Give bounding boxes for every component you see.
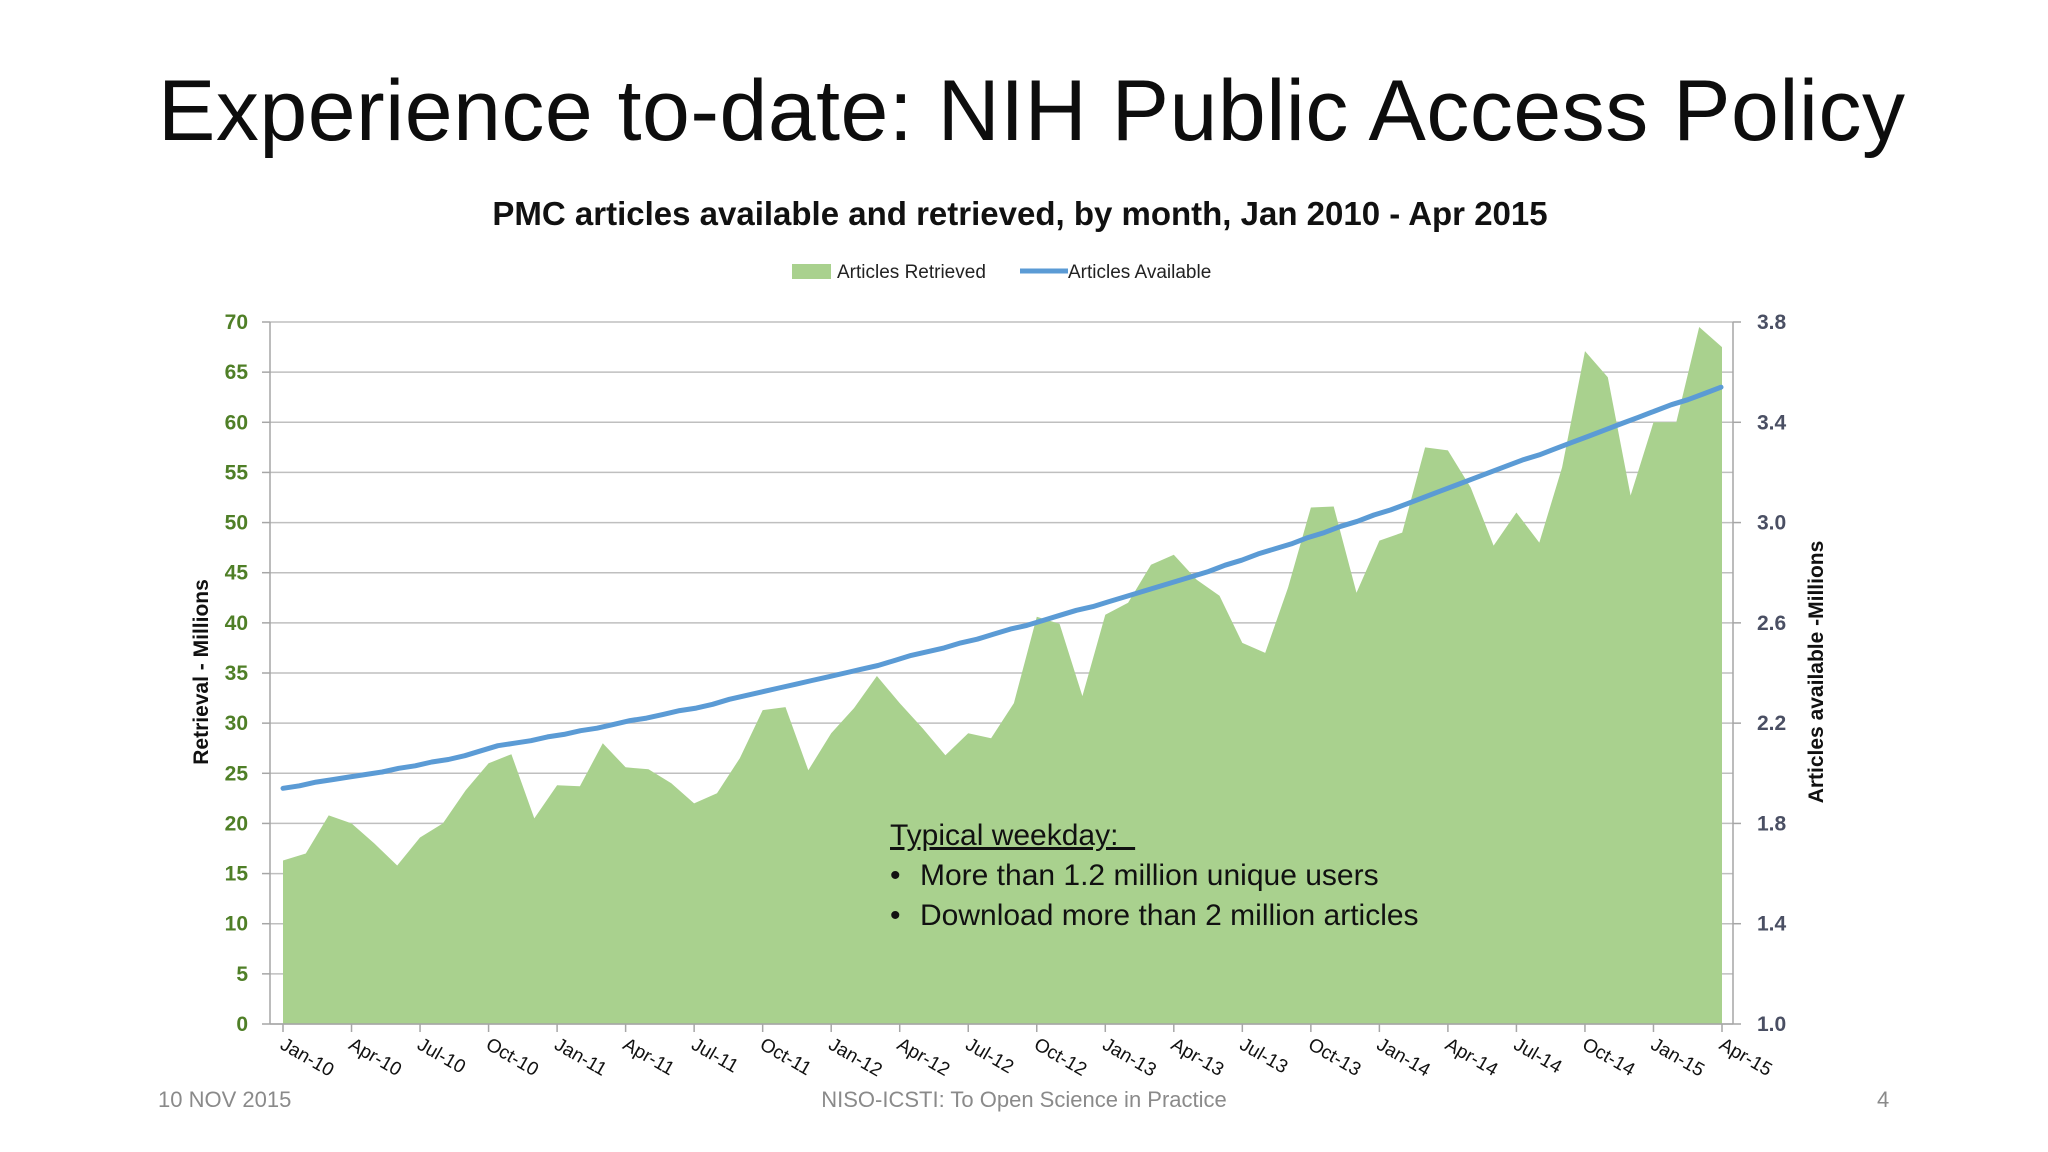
chart-title: PMC articles available and retrieved, by… [492,195,1547,232]
area-series-articles-retrieved [283,327,1722,1024]
x-tick-label: Jul-13 [1236,1034,1291,1078]
x-tick-label: Jul-11 [688,1034,742,1077]
x-tick-label: Apr-10 [345,1034,405,1081]
left-tick-label: 0 [236,1013,248,1036]
left-tick-label: 30 [225,712,248,735]
left-tick-label: 65 [225,361,249,384]
x-tick-label: Jan-13 [1099,1034,1160,1081]
legend-label-available: Articles Available [1068,262,1211,283]
right-tick-label: 3.0 [1757,512,1786,535]
x-tick-label: Jul-12 [962,1034,1017,1078]
left-axis-tick-labels: 0 5 10 15 20 25 30 35 40 45 50 55 60 65 70 [225,311,249,1036]
left-tick-label: 45 [225,562,249,585]
left-tick-label: 70 [225,311,248,334]
x-tick-label: Oct-11 [756,1034,815,1080]
x-tick-label: Jan-14 [1373,1034,1434,1081]
x-tick-label: Apr-12 [893,1034,953,1081]
x-tick-label: Oct-10 [482,1034,542,1081]
right-axis-tick-labels: 1.0 1.4 1.8 2.2 2.6 3.0 3.4 3.8 [1757,311,1787,1036]
right-axis-title: Articles available -Millions [1805,541,1828,804]
x-tick-label: Jan-10 [277,1034,338,1081]
right-tick-label: 1.4 [1757,913,1787,936]
x-tick-label: Apr-14 [1441,1034,1501,1081]
right-tick-label: 3.8 [1757,311,1787,334]
left-tick-label: 20 [225,812,248,835]
annotation-bullet-dot: • [890,899,901,932]
right-tick-label: 3.4 [1757,411,1787,434]
right-tick-label: 1.8 [1757,812,1787,835]
x-tick-label: Jul-10 [414,1034,469,1078]
x-tick-label: Apr-11 [619,1034,678,1080]
left-tick-label: 55 [225,461,249,484]
legend-label-retrieved: Articles Retrieved [837,262,986,283]
legend-swatch-retrieved [792,264,831,279]
line-series-articles-available [280,384,1724,791]
right-tick-label: 2.6 [1757,612,1786,635]
legend: Articles Retrieved Articles Available [792,262,1211,283]
annotation-bullet-1: More than 1.2 million unique users [920,859,1379,892]
x-tick-label: Jul-14 [1510,1034,1566,1078]
slide-title: Experience to-date: NIH Public Access Po… [158,63,1906,159]
annotation-heading: Typical weekday: [890,819,1135,852]
footer-date: 10 NOV 2015 [158,1087,292,1112]
x-tick-label: Jan-11 [551,1034,611,1081]
left-tick-label: 25 [225,762,249,785]
x-tick-label: Jan-15 [1647,1034,1708,1081]
left-tick-label: 60 [225,411,248,434]
annotation-box: Typical weekday: • More than 1.2 million… [890,819,1419,932]
page-number: 4 [1877,1087,1890,1112]
left-tick-label: 40 [225,612,248,635]
annotation-bullet-2: Download more than 2 million articles [920,899,1419,932]
axes [262,321,1741,1032]
left-axis-title: Retrieval - Millions [190,579,213,765]
x-tick-label: Oct-13 [1304,1034,1364,1081]
left-tick-label: 35 [225,662,249,685]
x-tick-label: Oct-12 [1030,1034,1090,1081]
left-tick-label: 10 [225,913,248,936]
x-tick-label: Apr-15 [1716,1034,1776,1081]
right-tick-label: 1.0 [1757,1013,1786,1036]
footer-presentation-name: NISO-ICSTI: To Open Science in Practice [821,1087,1227,1112]
x-tick-label: Apr-13 [1167,1034,1227,1081]
left-tick-label: 15 [225,863,249,886]
right-tick-label: 2.2 [1757,712,1786,735]
x-axis-tick-labels: Jan-10 Apr-10 Jul-10 Oct-10 Jan-11 Apr-11 Jul-… [277,1034,1776,1081]
left-tick-label: 5 [236,963,248,986]
x-tick-label: Jan-12 [825,1034,886,1081]
left-tick-label: 50 [225,512,248,535]
annotation-bullet-dot: • [890,859,901,892]
x-tick-label: Oct-14 [1578,1034,1638,1081]
